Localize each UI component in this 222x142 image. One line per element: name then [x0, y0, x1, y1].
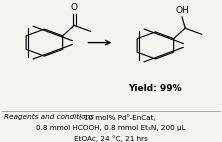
Text: Yield: 99%: Yield: 99% [129, 83, 182, 93]
Text: Reagents and conditions: Reagents and conditions [4, 114, 94, 120]
Text: 0.8 mmol HCOOH, 0.8 mmol Et₃N, 200 μL: 0.8 mmol HCOOH, 0.8 mmol Et₃N, 200 μL [36, 125, 186, 131]
Text: : 10 mol% Pd⁰-EnCat,: : 10 mol% Pd⁰-EnCat, [79, 114, 156, 121]
Text: EtOAc, 24 °C, 21 hrs: EtOAc, 24 °C, 21 hrs [74, 136, 148, 142]
Text: OH: OH [175, 7, 189, 15]
Text: O: O [71, 3, 78, 12]
